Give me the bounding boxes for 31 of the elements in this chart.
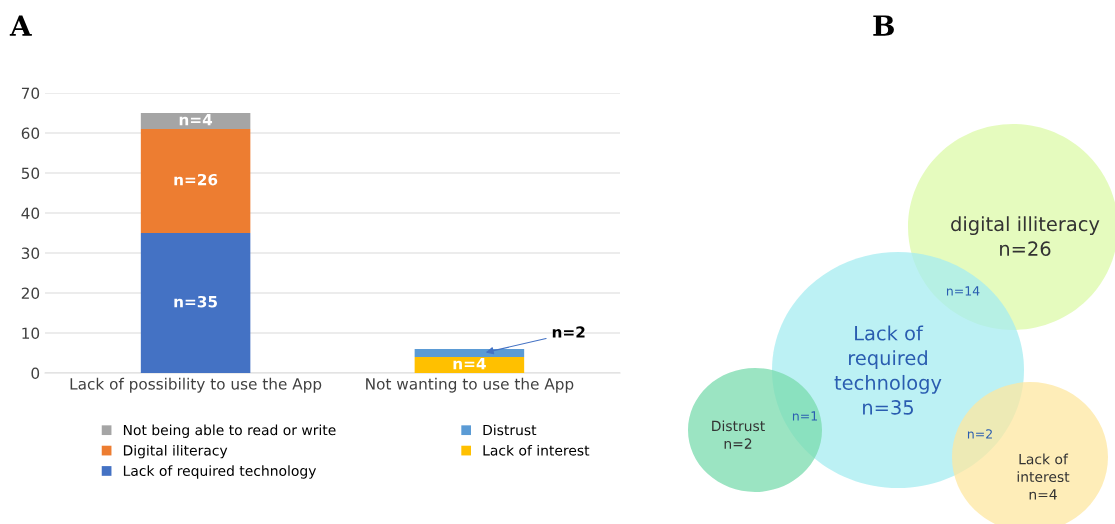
x-tick-label: Not wanting to use the App (366, 377, 574, 393)
data-label: n=4 (179, 114, 213, 126)
y-tick-label: 40 (21, 207, 40, 220)
legend-label: Lack of interest (483, 444, 590, 456)
legend-label: Not being able to read or write (123, 424, 336, 438)
data-label: n=2 (552, 326, 585, 338)
text: n=2 (967, 429, 992, 439)
text: n=35 (863, 400, 913, 415)
data-label: n=4 (453, 358, 486, 370)
x-tick-label: Lack of possibility to use the App (70, 377, 322, 393)
legend-label: Distrust (483, 424, 537, 436)
text: n=26 (1000, 241, 1051, 257)
category-label: digital illiteracy (951, 216, 1100, 236)
y-tick-label: 50 (21, 167, 40, 180)
text: n=14 (946, 286, 980, 296)
text: n=1 (792, 411, 818, 421)
y-tick-label: 60 (21, 127, 40, 140)
text: n=2 (724, 438, 752, 449)
data-label: n=26 (174, 173, 218, 186)
text: B (873, 15, 894, 36)
legend-label: Lack of required technology (123, 465, 317, 479)
data-label: n=35 (174, 295, 217, 308)
y-tick-label: 30 (21, 247, 40, 260)
chart-title: A (9, 15, 32, 36)
y-tick-label: 20 (21, 287, 40, 300)
y-tick-label: 10 (22, 327, 40, 340)
text: n=4 (1029, 489, 1057, 500)
y-tick-label: 70 (21, 87, 40, 100)
category-label: Distrust (712, 420, 765, 432)
y-tick-label: 0 (31, 367, 40, 380)
legend-label: Digital iliteracy (123, 444, 228, 459)
